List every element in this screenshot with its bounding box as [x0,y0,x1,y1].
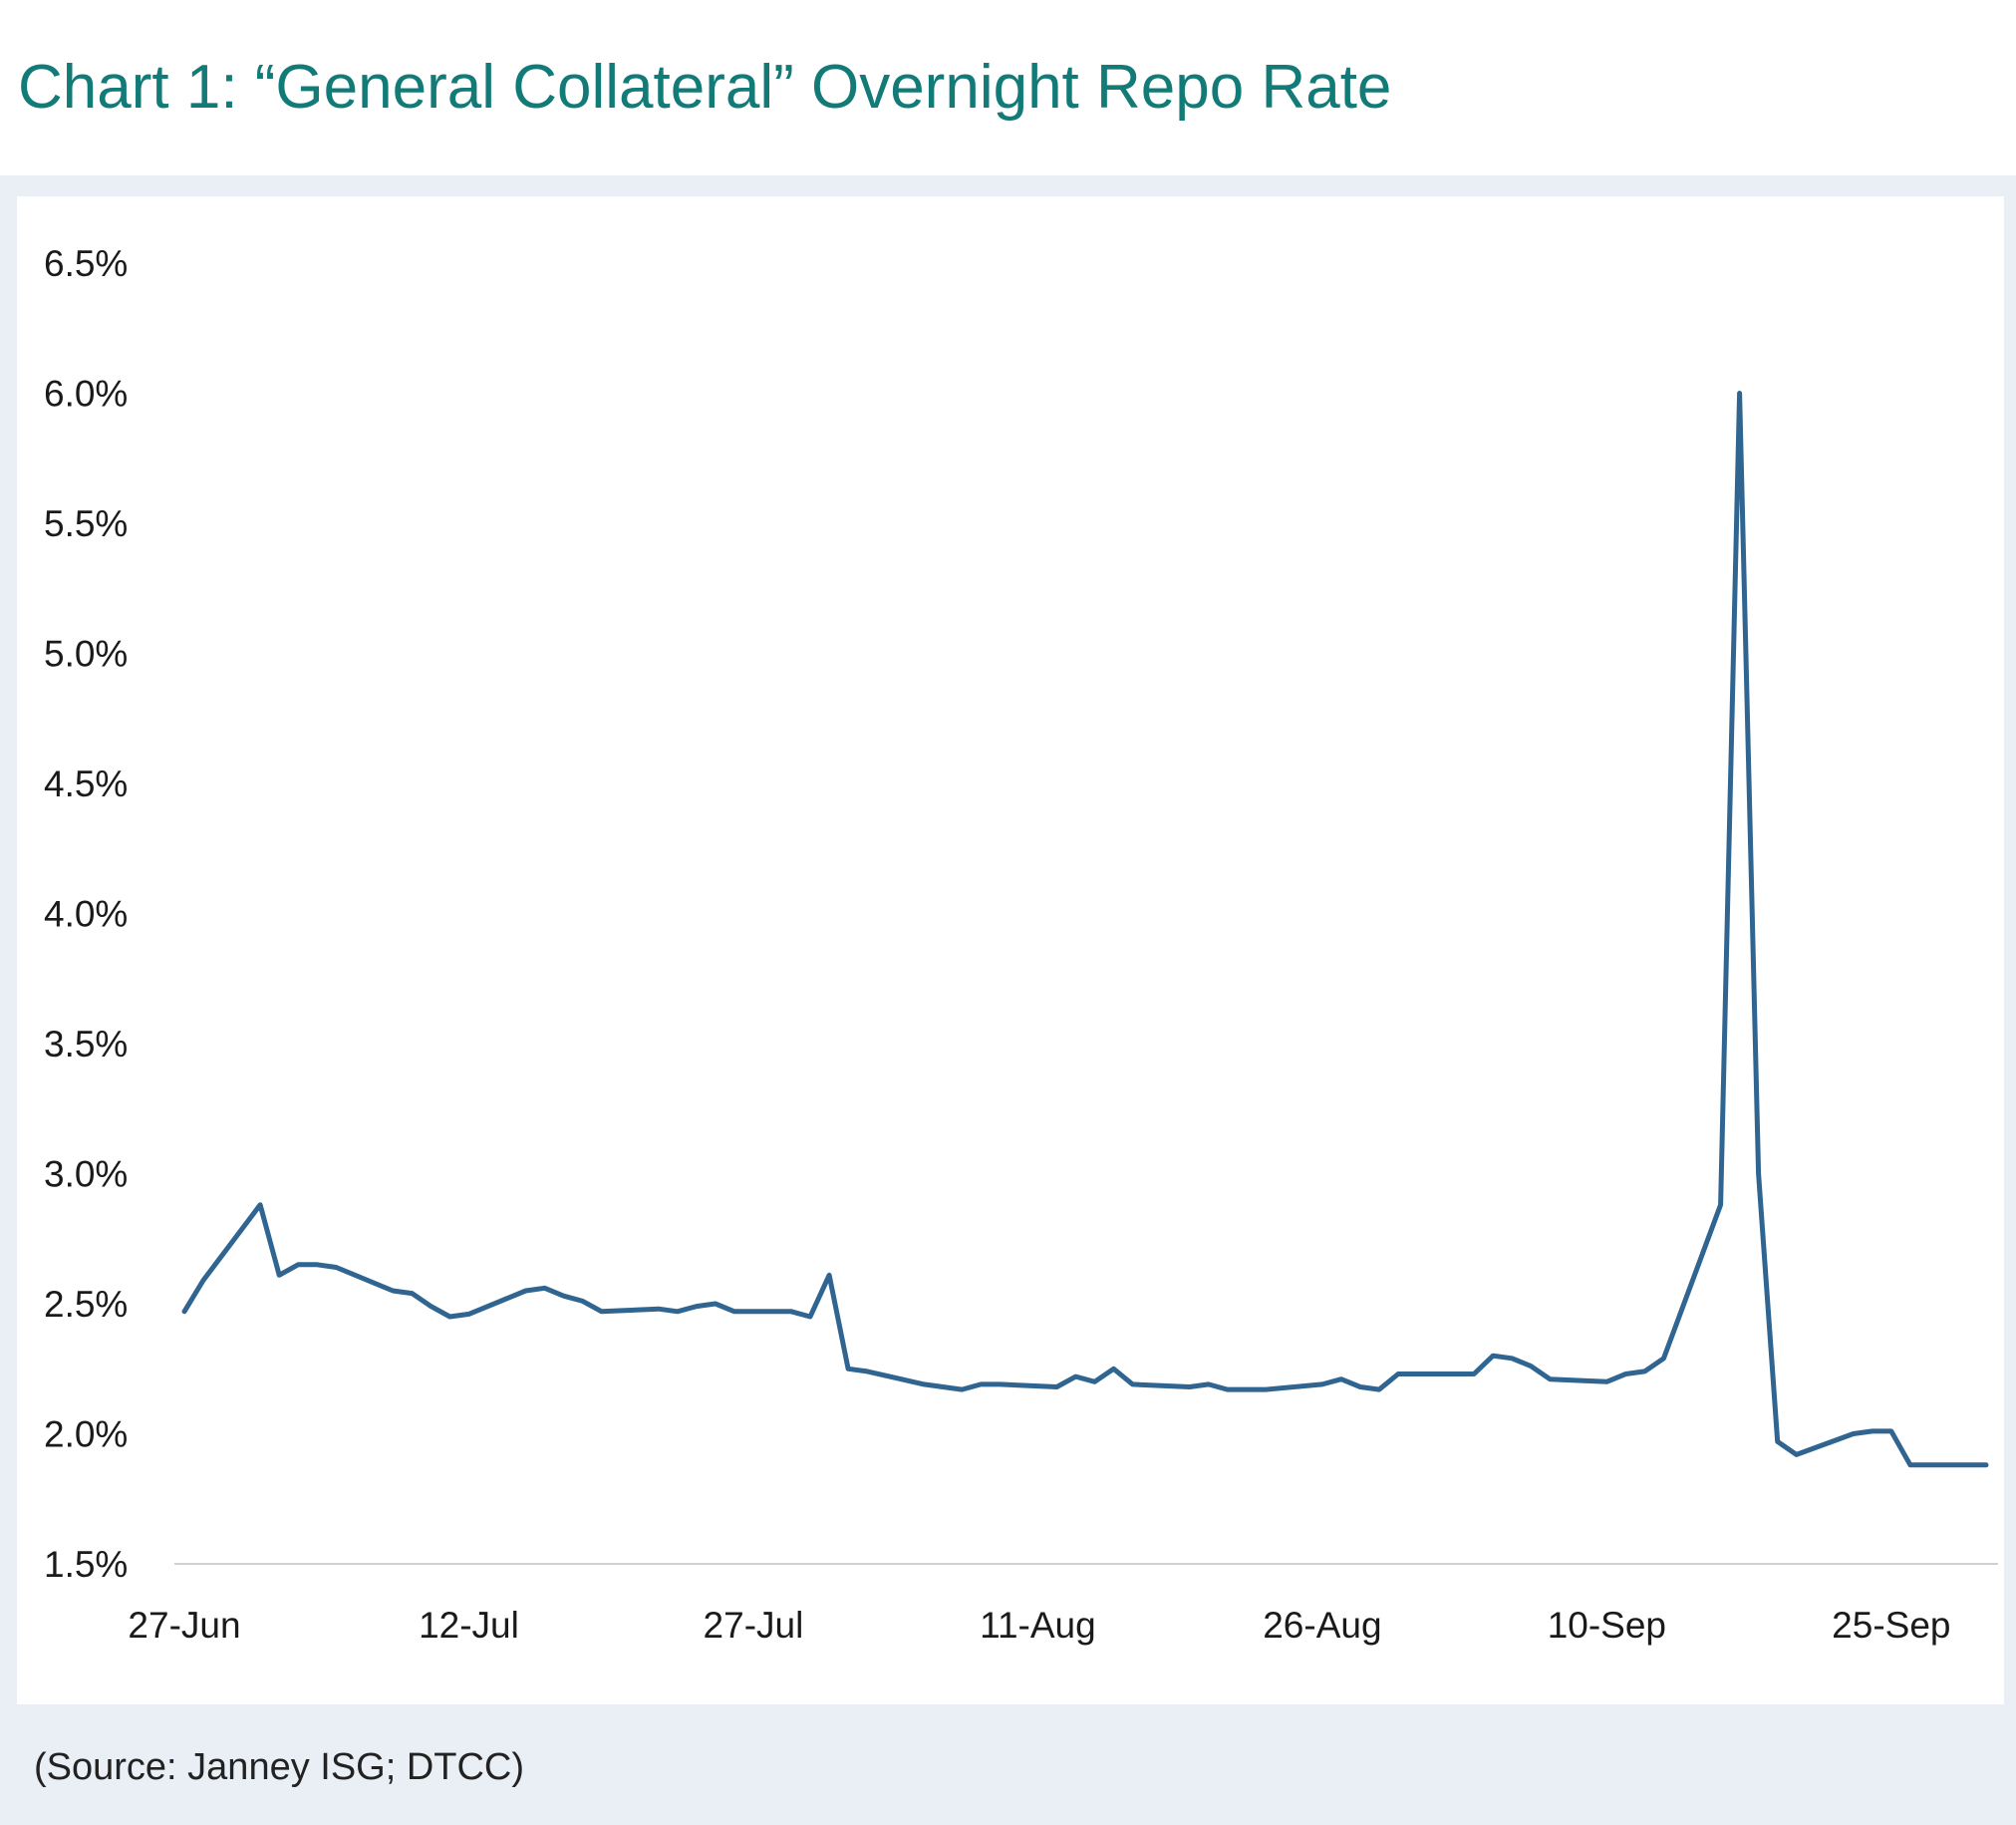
y-tick-label: 6.5% [44,243,128,284]
y-tick-label: 3.5% [44,1024,128,1065]
x-tick-label: 27-Jun [128,1605,240,1646]
y-tick-label: 3.0% [44,1154,128,1195]
x-axis-ticks: 27-Jun 12-Jul 27-Jul 11-Aug 26-Aug 10-Sep 25-S… [128,1605,1950,1646]
plot-area [17,196,2004,1704]
y-axis-ticks: 6.5% 6.0% 5.5% 5.0% 4.5% 4.0% 3.5% 3.0% 2.5% 2.0%… [44,243,128,1585]
y-tick-label: 4.5% [44,763,128,804]
y-tick-label: 5.5% [44,503,128,544]
y-tick-label: 6.0% [44,374,128,415]
x-tick-label: 25-Sep [1832,1605,1950,1646]
x-tick-label: 11-Aug [980,1605,1096,1646]
x-tick-label: 10-Sep [1548,1605,1666,1646]
y-tick-label: 5.0% [44,634,128,675]
x-tick-label: 12-Jul [419,1605,519,1646]
x-tick-label: 27-Jul [704,1605,804,1646]
y-tick-label: 1.5% [44,1544,128,1585]
source-note: (Source: Janney ISG; DTCC) [34,1746,525,1788]
y-tick-label: 2.5% [44,1284,128,1325]
x-tick-label: 26-Aug [1263,1605,1381,1646]
y-tick-label: 2.0% [44,1414,128,1455]
series-line [181,391,1989,1468]
chart-title: Chart 1: “General Collateral” Overnight … [18,53,1392,122]
y-tick-label: 4.0% [44,894,128,935]
